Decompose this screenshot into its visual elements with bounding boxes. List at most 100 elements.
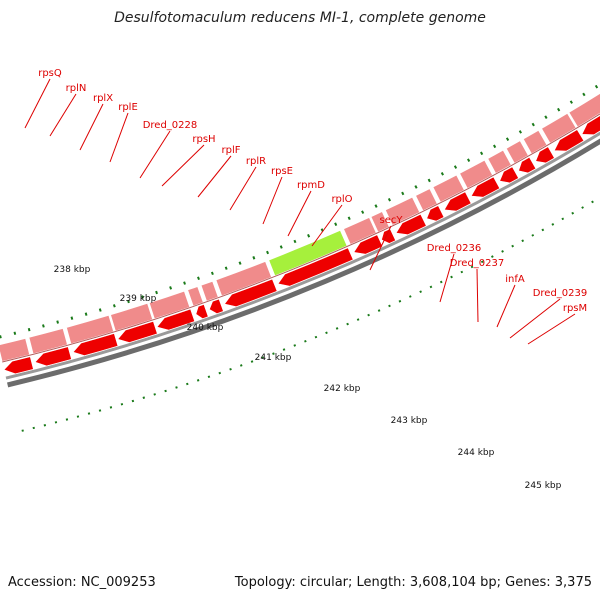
cds-arrow[interactable] — [426, 205, 445, 222]
cds-arrow[interactable] — [34, 346, 72, 367]
tick-mark — [557, 107, 561, 112]
gene-label[interactable]: secY — [380, 215, 404, 226]
cds-arrow[interactable] — [156, 308, 196, 331]
tick-mark — [374, 204, 378, 208]
gene-band-segment[interactable] — [215, 260, 273, 297]
tick-mark — [210, 271, 214, 276]
scale-tick — [282, 348, 286, 351]
cds-arrow[interactable] — [499, 166, 520, 184]
scale-label: 239 kbp — [120, 294, 157, 304]
gene-label[interactable]: rplN — [66, 83, 87, 94]
tick-mark — [155, 290, 158, 295]
scale-tick — [388, 304, 391, 308]
gene-label[interactable]: rplR — [246, 156, 266, 167]
cds-arrow[interactable] — [224, 278, 278, 308]
cds-arrow[interactable] — [581, 109, 600, 136]
tick-mark — [582, 92, 586, 97]
cds-arrow[interactable] — [209, 298, 224, 314]
gene-band-segment[interactable] — [414, 188, 438, 212]
cds-arrow[interactable] — [443, 191, 472, 212]
scale-label: 244 kbp — [458, 448, 495, 458]
scale-tick — [561, 217, 565, 221]
scale-tick — [87, 412, 91, 415]
gene-label[interactable]: infA — [505, 274, 525, 285]
cds-arrow[interactable] — [353, 234, 383, 255]
tick-mark — [387, 197, 392, 202]
gene-label[interactable]: Dred_0228 — [143, 120, 198, 131]
gene-band-segment[interactable] — [522, 129, 548, 155]
cds-arrow[interactable] — [277, 247, 354, 287]
cds-arrow[interactable] — [3, 356, 34, 375]
tick-mark — [401, 191, 405, 196]
gene-band-segment[interactable] — [268, 229, 348, 277]
scale-tick — [398, 299, 402, 303]
cds-arrow[interactable] — [535, 146, 555, 164]
label-leader-line — [527, 313, 576, 345]
gene-band-segment[interactable] — [187, 285, 204, 307]
band-edge-line — [2, 113, 600, 363]
tick-mark — [440, 172, 444, 176]
scale-tick — [325, 331, 328, 335]
gene-label[interactable]: rpsH — [192, 134, 215, 145]
tick-mark — [347, 216, 351, 221]
gene-band-segment[interactable] — [505, 140, 529, 164]
scale-tick — [250, 360, 254, 363]
gene-band-segment[interactable] — [370, 210, 390, 233]
gene-band-segment[interactable] — [342, 216, 377, 246]
tick-mark — [0, 335, 2, 339]
gene-band-segment[interactable] — [65, 314, 115, 345]
tick-mark — [544, 115, 548, 119]
label-leader-line — [496, 284, 516, 328]
gene-label[interactable]: Dred_0239 — [533, 288, 588, 299]
cds-arrow[interactable] — [518, 156, 537, 174]
scale-tick — [450, 275, 453, 279]
scale-label: 240 kbp — [187, 323, 224, 333]
tick-mark — [56, 320, 59, 324]
gene-label[interactable]: rplF — [222, 145, 241, 156]
tick-mark — [505, 137, 510, 141]
gene-label[interactable]: Dred_0236 — [427, 243, 482, 254]
cds-arrow[interactable] — [553, 129, 585, 152]
cds-arrow[interactable] — [117, 321, 158, 343]
gene-band-segment[interactable] — [487, 149, 512, 175]
cds-arrow[interactable] — [395, 213, 427, 236]
cds-arrow[interactable] — [195, 304, 209, 319]
cds-arrow[interactable] — [470, 176, 501, 198]
accession-text: Accession: NC_009253 — [8, 575, 156, 590]
gene-label[interactable]: rpsE — [271, 166, 293, 177]
gene-band-segment[interactable] — [110, 302, 154, 332]
backbone-line — [7, 138, 600, 388]
scale-tick — [346, 322, 349, 326]
scale-tick — [581, 206, 584, 209]
scale-tick — [460, 270, 464, 274]
gene-band-segment[interactable] — [432, 174, 465, 203]
scale-tick — [164, 389, 167, 393]
tick-mark — [183, 281, 186, 285]
gene-label[interactable]: Dred_0237 — [450, 258, 505, 269]
gene-label[interactable]: rplE — [118, 102, 138, 113]
tick-mark — [518, 130, 522, 134]
tick-mark — [98, 308, 102, 312]
scale-label: 241 kbp — [255, 353, 292, 363]
gene-label[interactable]: rpmD — [297, 180, 325, 191]
tick-mark — [334, 222, 338, 226]
gene-band-segment[interactable] — [459, 159, 494, 190]
scale-label: 242 kbp — [324, 384, 361, 394]
cds-arrow[interactable] — [72, 333, 119, 356]
gene-label[interactable]: rpsM — [563, 303, 587, 314]
gene-label[interactable]: rpsQ — [38, 68, 62, 79]
gene-band-segment[interactable] — [540, 112, 577, 144]
gene-label[interactable]: rplX — [93, 93, 113, 104]
tick-mark — [414, 185, 418, 189]
gene-label[interactable]: rplO — [331, 194, 352, 205]
tick-mark — [569, 100, 573, 104]
scale-tick — [591, 200, 594, 204]
tick-mark — [84, 312, 88, 316]
topology-text: Topology: circular; Length: 3,608,104 bp… — [234, 575, 592, 590]
gene-band-segment[interactable] — [148, 290, 191, 320]
scale-tick — [272, 352, 275, 355]
gene-band-segment[interactable] — [384, 196, 421, 226]
tick-mark — [13, 331, 17, 335]
gene-band-segment[interactable] — [200, 280, 219, 302]
